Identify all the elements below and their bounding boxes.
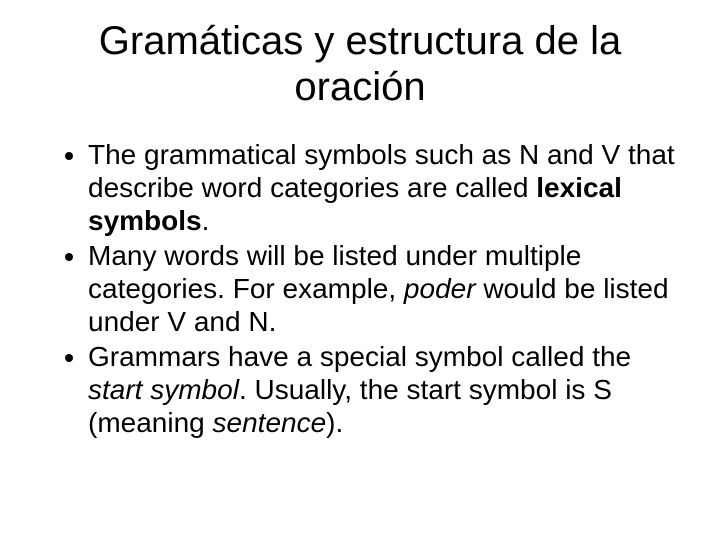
text-run: poder	[404, 273, 476, 304]
text-run: sentence	[213, 407, 327, 438]
slide-title: Gramáticas y estructura de la oración	[40, 18, 680, 110]
text-run: start symbol	[88, 374, 239, 405]
text-run: Grammars have a special symbol called th…	[88, 341, 631, 372]
text-run: ).	[326, 407, 343, 438]
text-run: .	[202, 205, 210, 236]
bullet-item: Grammars have a special symbol called th…	[88, 340, 680, 439]
bullet-item: Many words will be listed under multiple…	[88, 239, 680, 338]
bullet-item: The grammatical symbols such as N and V …	[88, 138, 680, 237]
slide: Gramáticas y estructura de la oración Th…	[0, 0, 720, 540]
bullet-list: The grammatical symbols such as N and V …	[40, 138, 680, 439]
